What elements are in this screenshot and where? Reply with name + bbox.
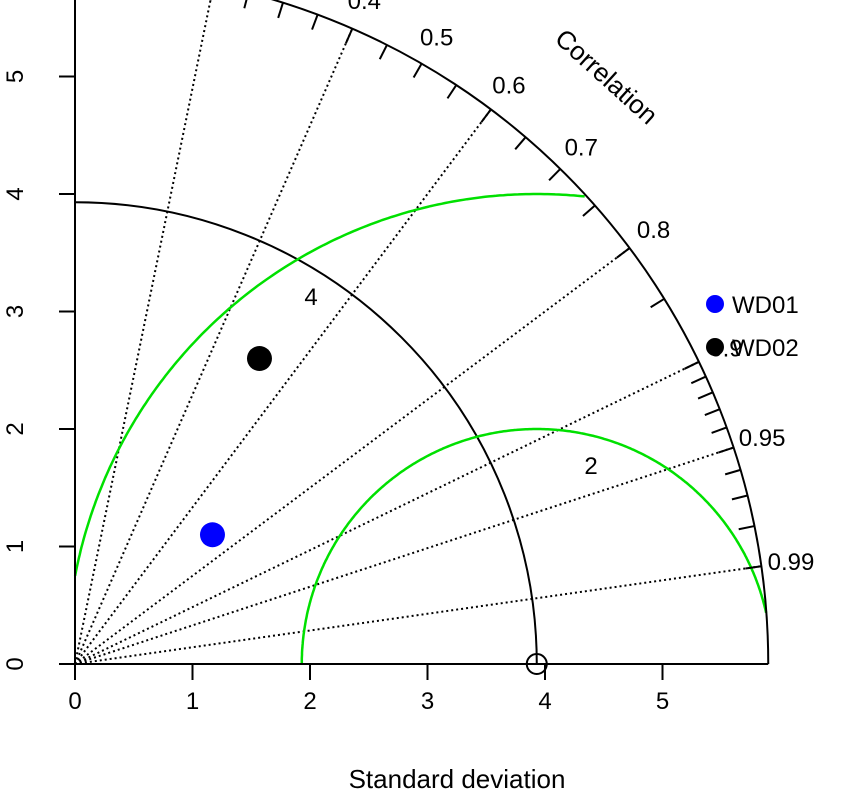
rmsd-contour-4-0 xyxy=(73,192,585,577)
corr-tick-16 xyxy=(650,297,665,309)
corr-tick-7 xyxy=(344,28,354,44)
corr-tick-21 xyxy=(711,426,727,434)
legend-label-wd02: WD02 xyxy=(732,335,799,362)
corr-label-3: 0.4 xyxy=(348,0,381,15)
outer-arc xyxy=(270,0,770,665)
axis-layer: 0011223344550.10.20.30.40.50.60.70.80.90… xyxy=(2,0,814,715)
corr-tick-23 xyxy=(724,468,741,476)
legend: WD01 WD02 xyxy=(706,292,799,362)
correlation-line-4 xyxy=(74,360,700,665)
corr-tick-25 xyxy=(738,525,755,531)
corr-tick-18 xyxy=(690,375,707,385)
x-axis-title: Standard deviation xyxy=(349,764,566,794)
corr-tick-13 xyxy=(548,168,561,182)
x-tick-label-1: 1 xyxy=(186,688,199,715)
x-tick-label-4: 4 xyxy=(538,688,551,715)
corr-label-6: 0.7 xyxy=(565,134,598,161)
grid-layer: 24 xyxy=(73,0,768,665)
corr-tick-24 xyxy=(731,494,748,501)
corr-tick-14 xyxy=(582,204,596,217)
corr-tick-17 xyxy=(684,360,700,370)
rmsd-label-bg-2 xyxy=(581,450,603,478)
correlation-line-5 xyxy=(74,446,734,665)
corr-label-4: 0.5 xyxy=(420,25,453,52)
corr-tick-11 xyxy=(480,108,492,123)
y-tick-label-4: 4 xyxy=(2,187,29,200)
corr-tick-15 xyxy=(616,247,631,259)
corr-tick-22 xyxy=(718,446,734,454)
corr-tick-6 xyxy=(311,14,319,30)
corr-tick-4 xyxy=(243,0,248,9)
x-tick-label-2: 2 xyxy=(303,688,316,715)
corr-label-7: 0.8 xyxy=(637,217,670,244)
corr-tick-20 xyxy=(704,408,721,417)
correlation-line-6 xyxy=(74,565,762,665)
rmsd-label-2: 2 xyxy=(584,453,597,480)
correlation-line-3 xyxy=(74,247,631,665)
rmsd-contour-2-0 xyxy=(300,427,768,664)
y-tick-label-1: 1 xyxy=(2,540,29,553)
legend-marker-wd01 xyxy=(706,295,724,313)
corr-label-5: 0.6 xyxy=(492,72,525,99)
corr-label-10: 0.99 xyxy=(768,549,815,576)
reference-point xyxy=(525,653,548,675)
correlation-line-0 xyxy=(74,0,212,665)
legend-marker-wd02 xyxy=(706,338,724,356)
y-tick-label-3: 3 xyxy=(2,305,29,318)
correlation-line-2 xyxy=(74,108,492,665)
corr-tick-12 xyxy=(514,136,527,150)
reference-sd-arc xyxy=(74,201,538,665)
correlation-axis-title: Correlation xyxy=(549,23,663,131)
corr-tick-9 xyxy=(412,63,423,78)
rmsd-label-4: 4 xyxy=(304,284,317,311)
x-tick-label-5: 5 xyxy=(656,688,669,715)
x-tick-label-0: 0 xyxy=(68,688,81,715)
data-point-wd01 xyxy=(199,522,225,548)
corr-label-9: 0.95 xyxy=(739,425,786,452)
corr-tick-10 xyxy=(446,84,458,99)
x-tick-label-3: 3 xyxy=(421,688,434,715)
corr-tick-5 xyxy=(277,2,284,19)
legend-label-wd01: WD01 xyxy=(732,292,799,319)
rmsd-label-bg-4 xyxy=(301,281,323,309)
corr-tick-19 xyxy=(697,391,714,400)
point-layer xyxy=(199,346,548,675)
y-tick-label-0: 0 xyxy=(2,657,29,670)
correlation-line-1 xyxy=(74,28,354,665)
y-tick-label-2: 2 xyxy=(2,422,29,435)
data-point-wd02 xyxy=(246,346,272,371)
corr-tick-26 xyxy=(745,565,762,570)
corr-tick-8 xyxy=(378,44,388,60)
y-tick-label-5: 5 xyxy=(2,70,29,83)
